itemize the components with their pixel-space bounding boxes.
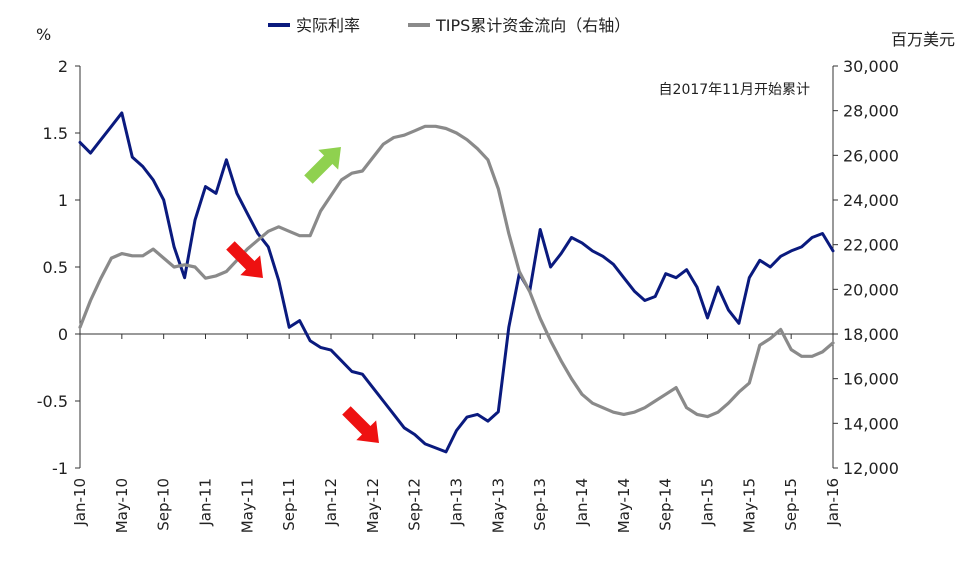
left-axis-unit: % [36, 25, 51, 44]
x-tick-label: Jan-11 [197, 478, 215, 527]
series-layer [78, 111, 835, 454]
x-tick-label: Jan-12 [322, 478, 340, 527]
x-tick-label: May-14 [615, 478, 633, 533]
right-tick-label: 20,000 [843, 280, 899, 299]
x-tick-label: Sep-13 [531, 478, 549, 531]
right-tick-label: 28,000 [843, 102, 899, 121]
x-tick-label: Sep-10 [155, 478, 173, 531]
right-tick-label: 12,000 [843, 459, 899, 478]
x-tick-label: Jan-15 [699, 478, 717, 527]
arrow-up-icon [304, 147, 341, 184]
right-tick-label: 30,000 [843, 57, 899, 76]
left-tick-label: 2 [58, 57, 68, 76]
left-tick-label: 0 [58, 325, 68, 344]
left-tick-label: 1.5 [43, 124, 68, 143]
x-tick-label: Sep-14 [657, 478, 675, 531]
axes: 2 1.5 1 0.5 0 -0.5 -1% 30,000 28,000 26,000 24,000… [36, 25, 955, 533]
left-tick-label: -1 [52, 459, 68, 478]
annotations: 自2017年11月开始累计 [226, 82, 810, 443]
x-tick-label: Jan-16 [824, 478, 842, 527]
left-tick-label: -0.5 [37, 392, 68, 411]
x-tick-label: Sep-12 [406, 478, 424, 531]
series-line-real-rate [78, 111, 835, 454]
right-axis-unit: 百万美元 [891, 30, 955, 49]
x-tick-label: May-10 [113, 478, 131, 533]
right-tick-label: 14,000 [843, 414, 899, 433]
right-tick-label: 24,000 [843, 191, 899, 210]
x-tick-label: Sep-15 [782, 478, 800, 531]
annotation-text: 自2017年11月开始累计 [659, 82, 810, 98]
x-tick-label: Jan-10 [71, 478, 89, 527]
legend-label-tips-flow: TIPS累计资金流向（右轴） [435, 16, 630, 35]
legend-label-real-rate: 实际利率 [296, 16, 360, 35]
legend: 实际利率 TIPS累计资金流向（右轴） [268, 16, 630, 35]
right-tick-label: 22,000 [843, 236, 899, 255]
x-tick-label: Jan-13 [448, 478, 466, 527]
arrow-down-icon [342, 406, 379, 443]
right-tick-label: 26,000 [843, 146, 899, 165]
left-tick-label: 1 [58, 191, 68, 210]
right-tick-label: 18,000 [843, 325, 899, 344]
x-tick-label: Jan-14 [573, 478, 591, 527]
right-tick-label: 16,000 [843, 370, 899, 389]
x-tick-label: May-11 [238, 478, 256, 533]
x-tick-label: May-12 [364, 478, 382, 533]
left-tick-label: 0.5 [43, 258, 68, 277]
arrow-down-icon [226, 241, 263, 278]
x-tick-label: Sep-11 [280, 478, 298, 531]
x-tick-label: May-15 [740, 478, 758, 533]
series-line-tips-flow [78, 124, 835, 419]
x-tick-label: May-13 [489, 478, 507, 533]
